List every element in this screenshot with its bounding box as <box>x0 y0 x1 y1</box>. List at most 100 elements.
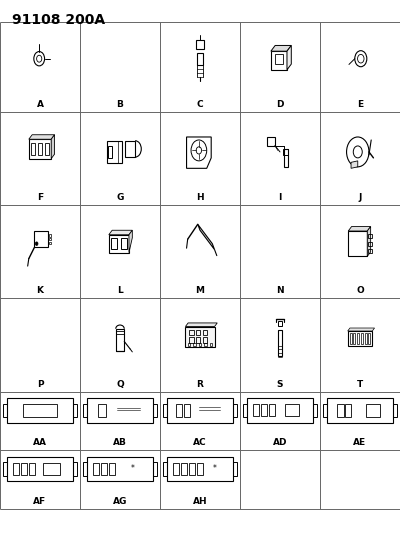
Bar <box>357 333 359 344</box>
Text: AG: AG <box>113 497 127 506</box>
Bar <box>361 333 363 344</box>
Bar <box>189 337 194 343</box>
Text: B: B <box>116 100 124 109</box>
Polygon shape <box>367 227 371 256</box>
Bar <box>327 398 393 423</box>
Bar <box>109 463 115 475</box>
Bar <box>14 463 19 475</box>
Bar <box>7 398 73 423</box>
Bar <box>34 231 48 247</box>
Bar <box>199 343 201 346</box>
Bar <box>167 457 233 481</box>
Bar <box>283 149 288 155</box>
Text: D: D <box>276 100 284 109</box>
Text: AD: AD <box>273 438 287 447</box>
Bar <box>197 463 203 475</box>
Bar <box>314 403 317 417</box>
Bar <box>203 330 207 335</box>
Bar <box>197 53 203 65</box>
Bar <box>261 404 267 416</box>
Bar <box>394 403 397 417</box>
Text: J: J <box>358 193 362 202</box>
Text: AH: AH <box>193 497 207 506</box>
Bar <box>121 238 127 249</box>
Bar <box>167 398 233 423</box>
Bar <box>23 403 57 417</box>
Bar <box>368 249 372 253</box>
Bar <box>98 403 106 417</box>
Bar <box>210 343 212 346</box>
Text: AA: AA <box>33 438 47 447</box>
Polygon shape <box>271 45 291 51</box>
Bar <box>254 404 259 416</box>
Bar <box>108 146 112 158</box>
Bar <box>278 321 282 326</box>
Polygon shape <box>51 135 54 159</box>
Polygon shape <box>186 137 211 168</box>
Polygon shape <box>186 323 217 327</box>
Polygon shape <box>287 45 291 70</box>
Bar <box>348 231 367 256</box>
Bar <box>323 403 326 417</box>
Text: K: K <box>36 286 44 295</box>
Text: H: H <box>196 193 204 202</box>
Bar <box>350 333 352 344</box>
Bar <box>243 403 246 417</box>
Bar <box>174 463 179 475</box>
Bar <box>111 238 117 249</box>
Text: AC: AC <box>193 438 207 447</box>
Polygon shape <box>129 230 132 253</box>
Text: T: T <box>357 379 363 389</box>
Bar <box>38 143 42 155</box>
Bar <box>48 235 51 237</box>
Bar <box>337 403 344 417</box>
Bar <box>196 41 204 49</box>
Bar <box>163 462 166 476</box>
Polygon shape <box>29 135 54 139</box>
Bar <box>176 403 182 417</box>
Bar <box>284 149 288 167</box>
Polygon shape <box>348 227 371 231</box>
Bar <box>48 238 51 240</box>
Bar <box>368 242 372 246</box>
Text: P: P <box>37 379 43 389</box>
Text: 91108 200A: 91108 200A <box>12 13 105 27</box>
Bar <box>109 235 129 253</box>
Bar <box>189 463 195 475</box>
Bar <box>3 462 6 476</box>
Text: M: M <box>196 286 204 295</box>
Bar <box>181 463 187 475</box>
Bar <box>154 462 157 476</box>
Text: AE: AE <box>354 438 366 447</box>
Bar <box>348 331 372 346</box>
Bar <box>74 462 77 476</box>
Bar <box>267 138 275 146</box>
Bar <box>184 403 190 417</box>
Bar <box>203 337 207 343</box>
Text: C: C <box>197 100 203 109</box>
Bar <box>116 329 124 351</box>
Bar <box>234 403 237 417</box>
Bar <box>21 463 27 475</box>
Bar <box>188 343 190 346</box>
Bar <box>87 398 153 423</box>
Polygon shape <box>348 328 374 331</box>
Text: R: R <box>196 379 204 389</box>
Bar <box>234 462 237 476</box>
Bar <box>204 343 207 346</box>
Bar <box>247 398 313 423</box>
Bar <box>74 403 77 417</box>
Bar <box>31 143 35 155</box>
Bar <box>107 141 122 163</box>
Bar <box>196 337 200 343</box>
Text: S: S <box>277 379 283 389</box>
Text: *: * <box>212 464 216 473</box>
Bar <box>45 143 49 155</box>
Bar <box>48 241 51 244</box>
Bar <box>101 463 107 475</box>
Text: A: A <box>36 100 44 109</box>
Bar <box>353 333 355 344</box>
Bar <box>3 403 6 417</box>
Bar <box>278 330 282 356</box>
Bar <box>269 404 275 416</box>
